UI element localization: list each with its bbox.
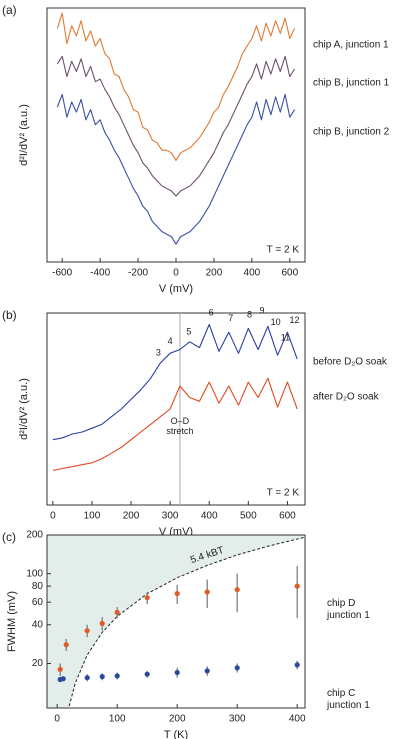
series-line [56,12,296,161]
y-tick-label: 40 [32,619,44,630]
data-point [234,665,240,671]
data-point [144,595,150,601]
y-axis-label: d²I/dV² (a.u.) [18,378,30,440]
shaded-region [47,535,305,708]
x-axis-label: T (K) [164,729,188,739]
peak-label: 11 [281,332,290,342]
x-tick-label: 100 [84,511,101,522]
series-label: before D₂O soak [313,357,388,368]
series-label: chip C junction 1 [327,688,370,711]
x-tick-label: 0 [50,511,56,522]
data-point [174,590,180,597]
x-tick-label: 100 [109,714,126,725]
x-tick-label: 200 [169,714,186,725]
series-line [52,323,298,441]
y-tick-label: 20 [32,658,44,669]
x-tick-label: 0 [173,268,179,279]
data-point [114,673,120,679]
y-axis-label: d²I/dV² (a.u.) [18,104,30,166]
x-tick-label: 400 [244,268,261,279]
x-tick-label: 200 [206,268,223,279]
series-label: after D₂O soak [313,392,380,403]
x-tick-label: 600 [279,511,296,522]
series-line [52,377,298,471]
data-point [84,628,90,634]
x-tick-label: -200 [128,268,148,279]
threshold-curve [68,536,305,707]
x-tick-label: 400 [289,714,306,725]
peak-label: 7 [228,313,233,323]
annotation: T = 2 K [267,488,300,499]
peak-label: 4 [168,336,173,346]
data-point [99,620,105,627]
y-tick-label: 60 [32,597,44,608]
series-line [56,93,296,245]
series-label: chip B, junction 1 [313,78,390,89]
data-point [144,671,150,677]
data-point [57,666,63,672]
peak-label: 12 [289,315,299,325]
x-tick-label: -400 [90,268,110,279]
y-tick-label: 80 [32,581,44,592]
panel-label: (b) [2,308,17,322]
plot-frame [46,534,306,709]
x-tick-label: 500 [240,511,257,522]
data-point [84,675,90,681]
panel-label: (a) [2,3,17,17]
data-point [234,587,240,593]
plot-frame [46,7,306,263]
y-tick-label: 200 [26,530,43,541]
y-axis-label: FWHM (mV) [6,591,18,652]
series-line [56,55,296,197]
data-point [294,583,300,589]
x-tick-label: -600 [52,268,72,279]
peak-label: 3 [156,348,161,358]
x-tick-label: 300 [162,511,179,522]
series-label: chip D junction 1 [327,598,370,621]
data-point [204,589,210,595]
x-axis-label: V (mV) [159,283,193,295]
x-tick-label: 600 [281,268,298,279]
x-tick-label: 300 [229,714,246,725]
data-point [114,609,120,615]
data-point [60,676,66,682]
data-point [204,668,210,674]
x-tick-label: 0 [54,714,60,725]
y-tick-label: 100 [26,568,43,579]
panel-label: (c) [2,530,16,544]
peak-label: 9 [259,305,264,315]
data-point [63,642,69,648]
x-tick-label: 400 [201,511,218,522]
x-tick-label: 200 [123,511,140,522]
peak-label: 6 [209,307,214,317]
series-label: chip B, junction 2 [313,127,390,138]
peak-label: 8 [247,309,252,319]
data-point [99,674,105,680]
peak-label: 10 [271,317,281,327]
annotation: O–D stretch [166,416,194,437]
plot-frame [46,312,306,506]
data-point [294,662,300,668]
data-point [174,669,180,676]
series-label: chip A, junction 1 [313,40,389,51]
annotation: T = 2 K [267,245,300,256]
peak-label: 5 [186,327,191,337]
